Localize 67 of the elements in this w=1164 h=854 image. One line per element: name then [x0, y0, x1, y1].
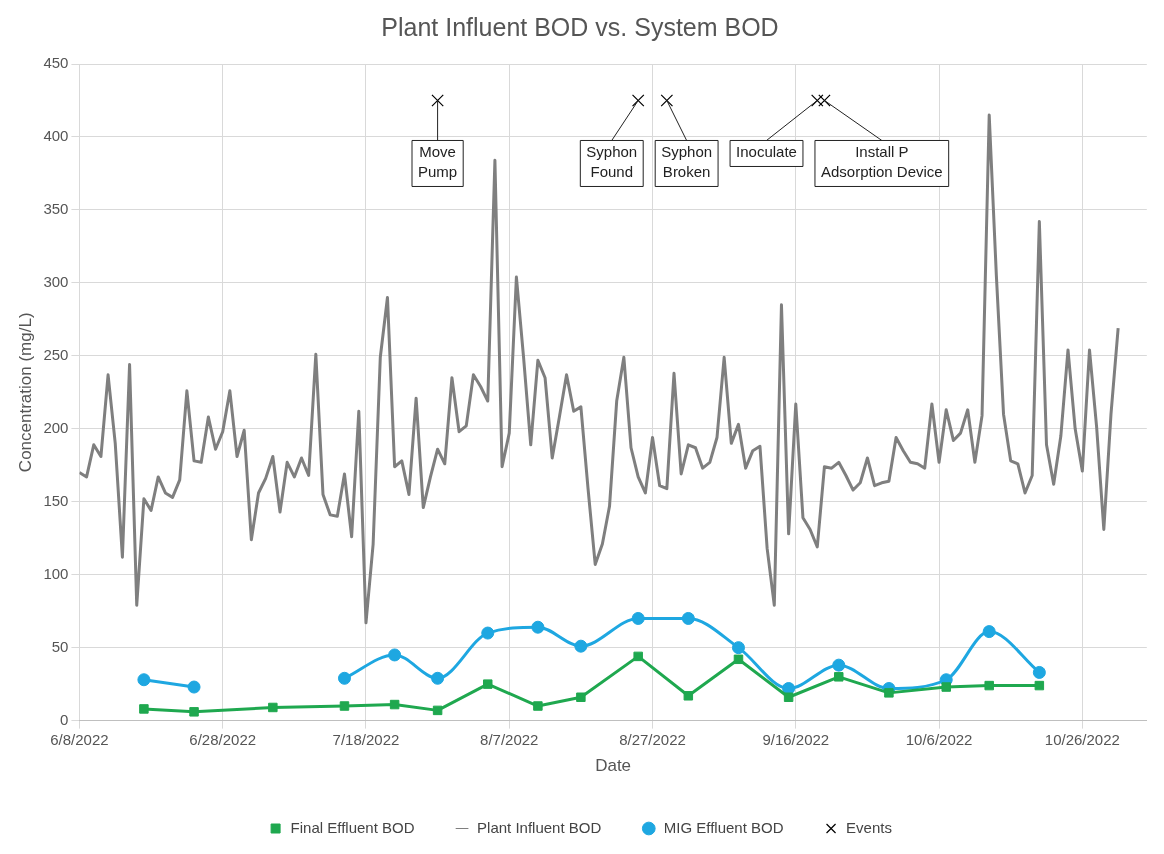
point: [576, 692, 586, 702]
point: [631, 611, 645, 625]
annotation: Install P Adsorption Device: [820, 143, 943, 181]
y-tick-label: 250: [43, 345, 69, 363]
legend-label: MIG Effluent BOD: [663, 818, 784, 836]
y-tick-label: 400: [43, 127, 69, 145]
point: [811, 94, 824, 107]
legend-label: Events: [846, 818, 892, 836]
y-tick-label: 50: [51, 637, 69, 655]
y-tick-label: 450: [43, 54, 69, 72]
point: [982, 625, 996, 639]
point: [783, 692, 794, 702]
point: [574, 639, 588, 653]
x-tick-label: 9/16/2022: [762, 730, 830, 748]
point: [1032, 665, 1046, 679]
point: [531, 620, 545, 634]
point: [432, 705, 443, 716]
x-tick-label: 10/26/2022: [1044, 730, 1120, 748]
y-tick-label: 150: [43, 491, 69, 509]
point: [533, 701, 543, 711]
chart-title: Plant Influent BOD vs. System BOD: [381, 12, 779, 41]
point: [189, 707, 199, 717]
y-tick-label: 0: [60, 710, 69, 728]
point: [633, 651, 643, 662]
point: [941, 682, 951, 692]
point: [268, 702, 278, 713]
point: [660, 94, 674, 107]
point: [681, 611, 695, 625]
legend-label: Final Effluent BOD: [290, 818, 415, 836]
point: [431, 94, 444, 107]
x-tick-label: 6/8/2022: [50, 730, 109, 748]
point: [481, 626, 495, 640]
annotation: Syphon Found: [586, 143, 638, 181]
point: [339, 701, 350, 711]
x-tick-label: 10/6/2022: [905, 730, 973, 748]
annotation: Syphon Broken: [661, 143, 713, 181]
point: [884, 688, 894, 698]
point: [389, 699, 400, 710]
point: [1034, 680, 1045, 691]
point: [832, 658, 846, 672]
point: [984, 680, 994, 691]
x-tick-label: 6/28/2022: [189, 730, 257, 748]
x-tick-label: 8/7/2022: [480, 730, 539, 748]
point: [388, 648, 402, 662]
point: [731, 641, 745, 655]
legend-label: Plant Influent BOD: [477, 818, 602, 836]
point: [818, 94, 831, 107]
annotation: Inoculate: [736, 143, 797, 161]
x-tick-label: 7/18/2022: [332, 730, 400, 748]
point: [733, 654, 744, 665]
point: [139, 704, 149, 714]
x-axis-title: Date: [595, 756, 632, 776]
point: [187, 680, 201, 694]
point: [431, 671, 445, 685]
annotation: Move Pump: [418, 143, 458, 181]
point: [337, 671, 351, 685]
point: [631, 94, 645, 107]
point: [483, 679, 493, 689]
y-tick-label: 350: [43, 200, 69, 218]
point: [137, 673, 151, 687]
y-tick-label: 200: [43, 418, 69, 436]
point: [683, 691, 694, 701]
y-tick-label: 300: [43, 273, 69, 291]
y-tick-label: 100: [43, 564, 69, 582]
y-axis-title: Concentration (mg/L): [15, 312, 35, 473]
point: [834, 672, 844, 682]
x-tick-label: 8/27/2022: [619, 730, 686, 748]
